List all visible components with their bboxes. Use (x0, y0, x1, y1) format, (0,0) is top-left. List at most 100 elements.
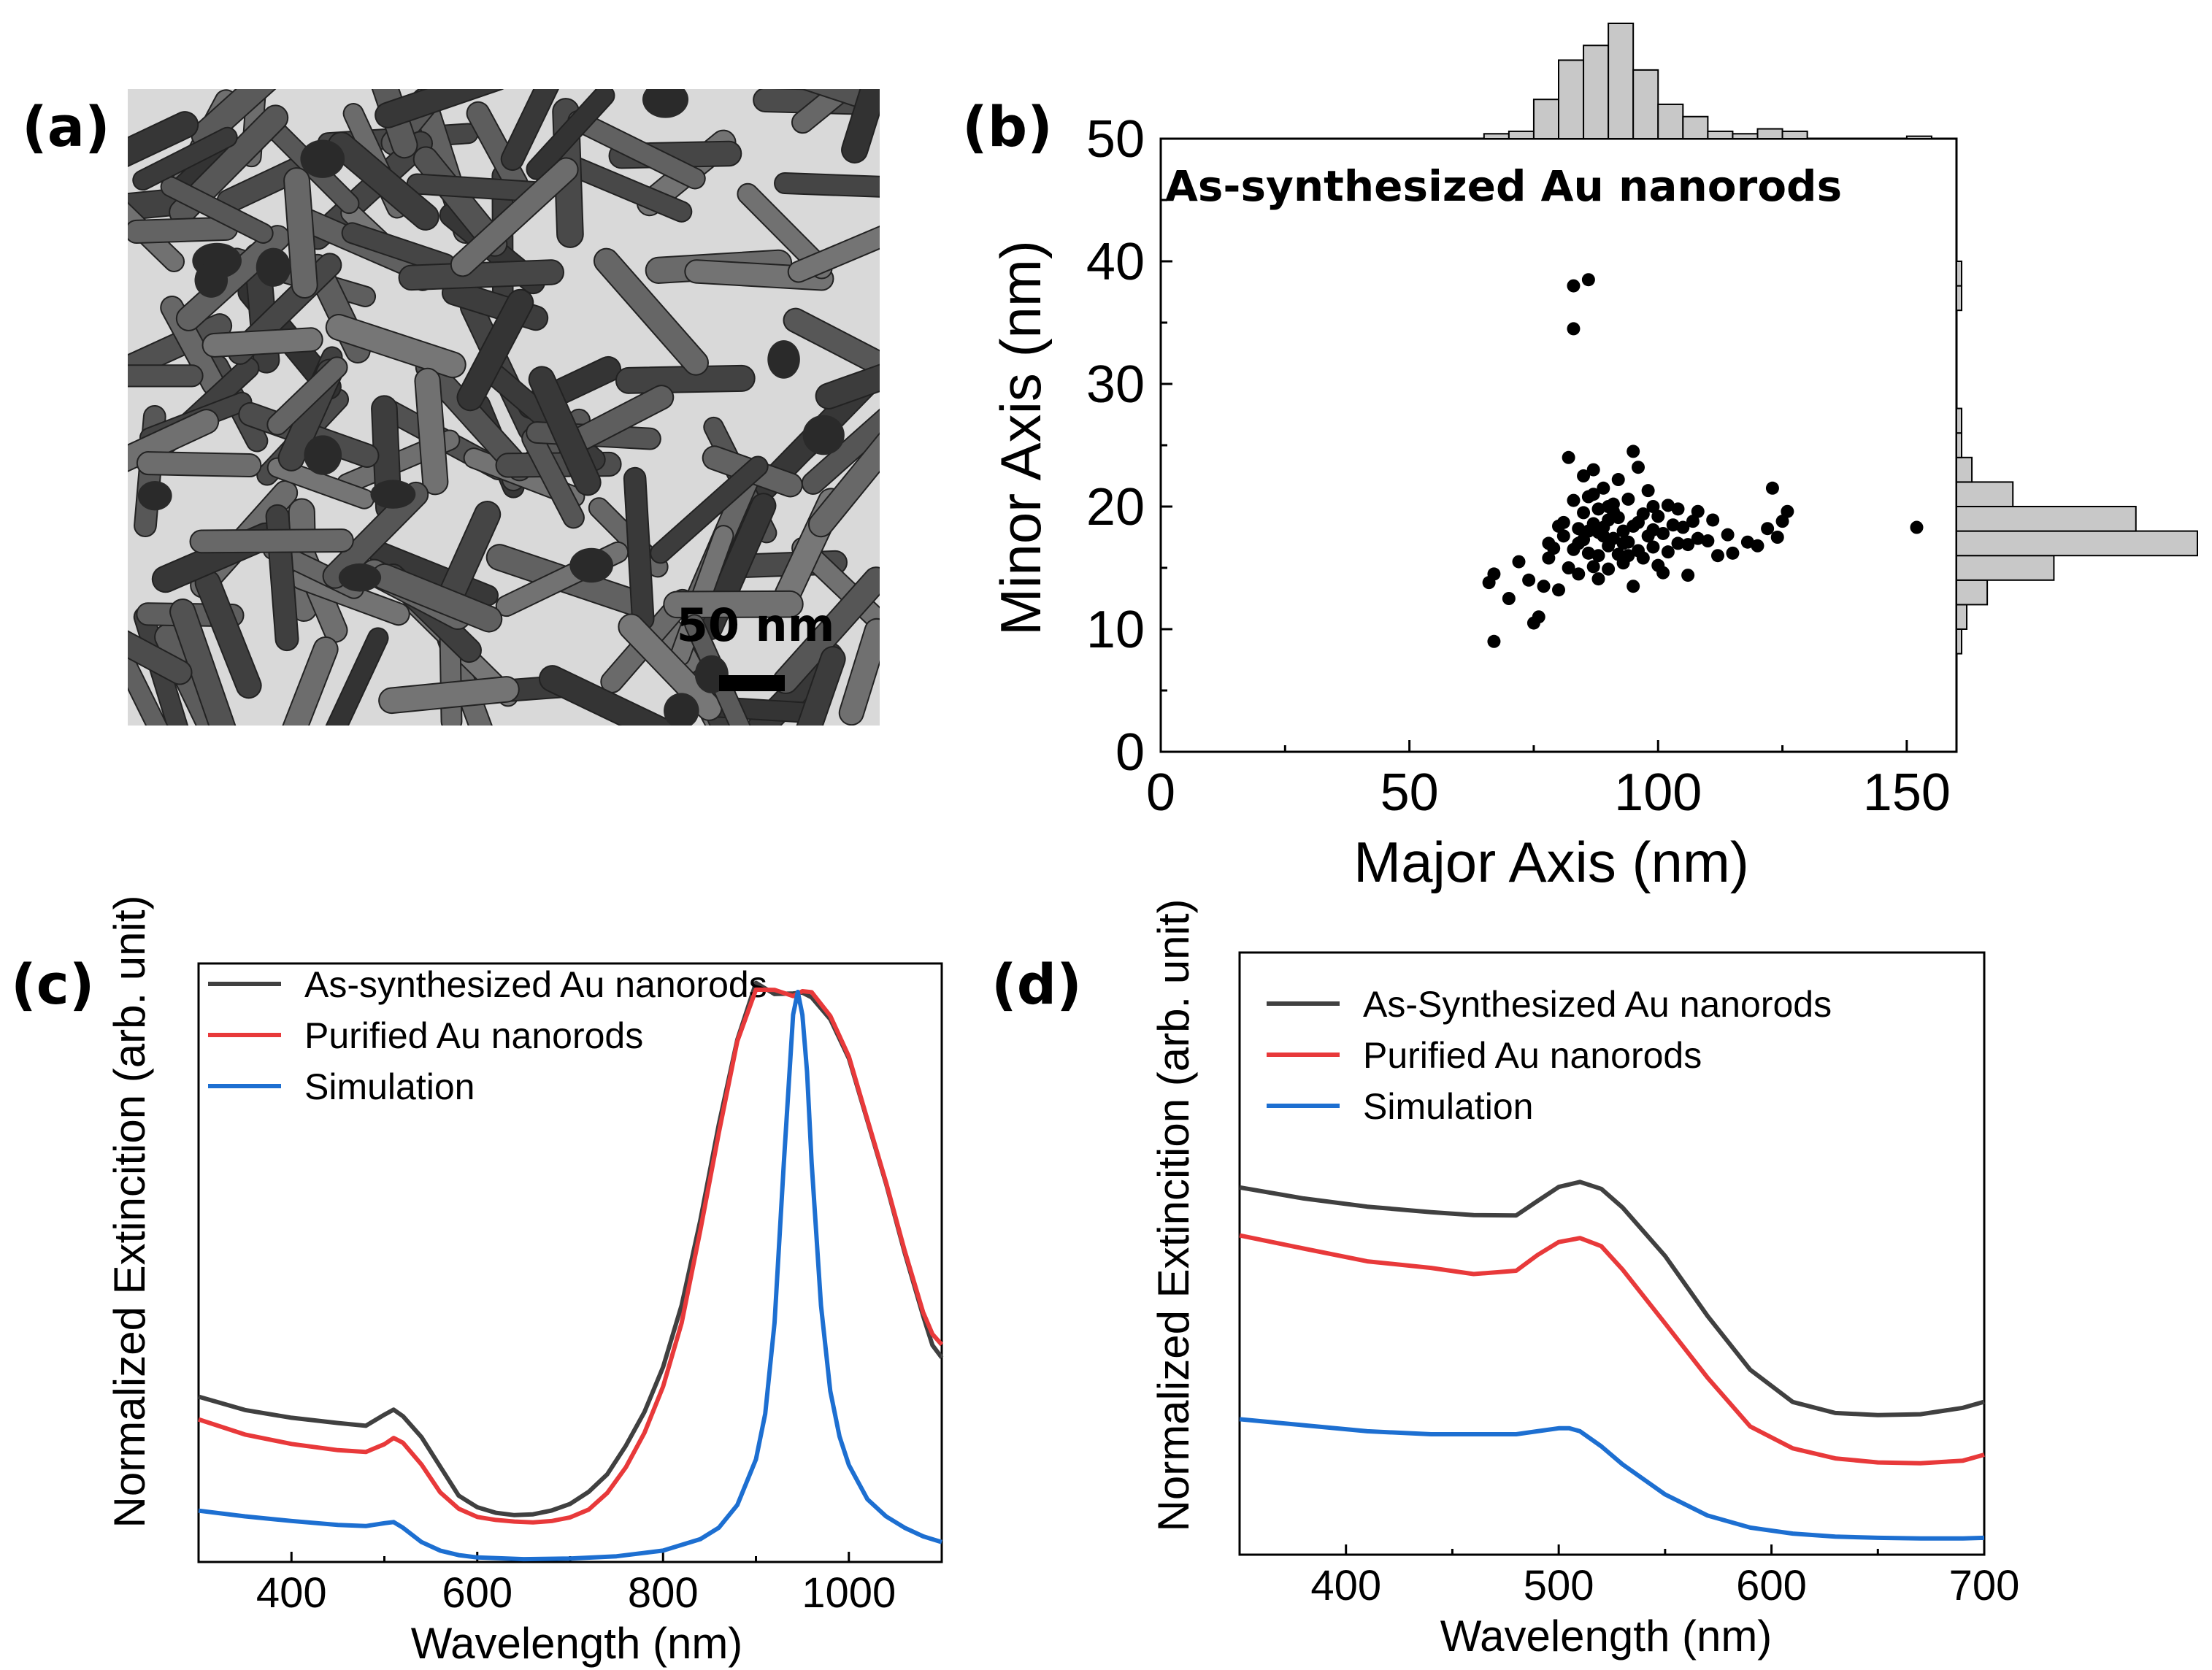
nanorod (128, 636, 180, 726)
scatter-point (1542, 551, 1556, 565)
panel-b-label: (b) (962, 94, 1053, 159)
scatter-point (1522, 573, 1536, 587)
scatter-point (1661, 545, 1675, 559)
scatter-point (1641, 484, 1655, 498)
scatter-point (1671, 536, 1685, 550)
nanorod (791, 89, 880, 123)
scatter-point (1512, 555, 1526, 569)
x-tick-label: 800 (628, 1569, 699, 1617)
tem-micrograph-icon (128, 89, 880, 726)
scatter-point (1562, 450, 1575, 464)
x-tick-label: 0 (1146, 763, 1175, 822)
scale-bar (719, 675, 785, 691)
nanorod (783, 307, 880, 385)
scatter-point (1621, 549, 1635, 563)
scatter-point (1597, 481, 1610, 495)
y-tick-label: 0 (1115, 723, 1145, 782)
nanorod (322, 481, 429, 589)
y-tick-label: 20 (1086, 478, 1145, 536)
scatter-point (1656, 566, 1670, 580)
nanoparticle (569, 547, 614, 583)
nanoparticle (370, 480, 416, 509)
panel-a-label: (a) (22, 94, 110, 159)
hist-right-bar (1956, 530, 2198, 557)
scatter-point (1567, 279, 1581, 293)
nanorod (136, 451, 262, 478)
scatter-point (1681, 569, 1695, 582)
scatter-point (1751, 539, 1764, 553)
hist-top-bar (1732, 133, 1759, 140)
nanorod (567, 109, 706, 190)
scatter-point (1671, 502, 1685, 516)
nanorod (160, 176, 274, 244)
y-tick-label: 30 (1086, 355, 1145, 414)
nanoparticle (802, 415, 845, 455)
nanoparticle (664, 693, 699, 726)
scatter-point (1632, 515, 1645, 529)
nanorod (414, 367, 449, 496)
legend-label: Purified Au nanorods (1363, 1035, 1702, 1076)
hist-top-bar (1657, 103, 1684, 140)
chart-c-xlabel: Wavelength (nm) (411, 1619, 743, 1668)
nanorod (807, 426, 880, 538)
x-tick-label: 150 (1863, 763, 1951, 822)
nanorod (327, 131, 439, 231)
scatter-point (1586, 488, 1600, 501)
hist-top-bar (1707, 130, 1734, 139)
hist-top-bar (1558, 59, 1585, 139)
scatter-point (1537, 580, 1551, 593)
x-tick-label: 600 (1736, 1562, 1807, 1609)
nanorod (593, 247, 709, 376)
nanorod (375, 89, 511, 128)
scatter-point (1627, 580, 1640, 593)
scatter-point (1611, 473, 1625, 487)
hist-top-bar (1532, 99, 1559, 140)
scatter-point (1761, 522, 1775, 536)
scatter-point (1487, 567, 1501, 581)
scatter-point (1602, 562, 1616, 576)
scatter-point (1502, 592, 1516, 605)
chart-b-xlabel: Major Axis (nm) (1353, 830, 1749, 894)
hist-right-bar (1956, 285, 1963, 312)
nanorod (128, 165, 185, 272)
hist-top-bar (1756, 128, 1783, 140)
hist-right-bar (1956, 628, 1963, 655)
nanorod (618, 613, 723, 721)
nanorod (128, 621, 193, 685)
scatter-point (1591, 502, 1605, 516)
scatter-point (1646, 500, 1660, 513)
scatter-point (1556, 529, 1570, 543)
scatter-point (1681, 538, 1695, 552)
chart-b-ylabel: Minor Axis (nm) (988, 240, 1053, 636)
scatter-point (1577, 469, 1591, 482)
hist-top-bar (1608, 23, 1635, 139)
scatter-point (1572, 567, 1586, 581)
nanorod (787, 212, 880, 283)
legend-label: Simulation (1363, 1086, 1533, 1127)
nanorod (315, 627, 389, 726)
hist-top-bar (1632, 69, 1659, 139)
x-tick-label: 500 (1524, 1562, 1594, 1609)
scatter-point (1606, 531, 1620, 545)
panel-c-label: (c) (11, 952, 95, 1017)
nanorod (650, 455, 769, 564)
nanorod (201, 327, 323, 358)
nanorod (538, 665, 675, 726)
series-line (198, 990, 942, 1562)
nanorod (189, 528, 354, 554)
scatter-point (1740, 535, 1754, 549)
nanorod (128, 111, 199, 190)
legend-label: As-synthesized Au nanorods (304, 964, 767, 1005)
chart-b-frame (1159, 137, 1958, 753)
scatter-point (1646, 523, 1660, 536)
scatter-point (1711, 549, 1724, 563)
scatter-point (1567, 493, 1581, 507)
nanorod (266, 356, 348, 436)
hist-right-bar (1956, 555, 2055, 581)
series-line (198, 980, 944, 1517)
nanorod (128, 364, 204, 388)
nanorod (841, 89, 880, 163)
scatter-point (1602, 500, 1616, 513)
legend-label: As-Synthesized Au nanorods (1363, 984, 1832, 1025)
x-tick-label: 400 (1310, 1562, 1381, 1609)
